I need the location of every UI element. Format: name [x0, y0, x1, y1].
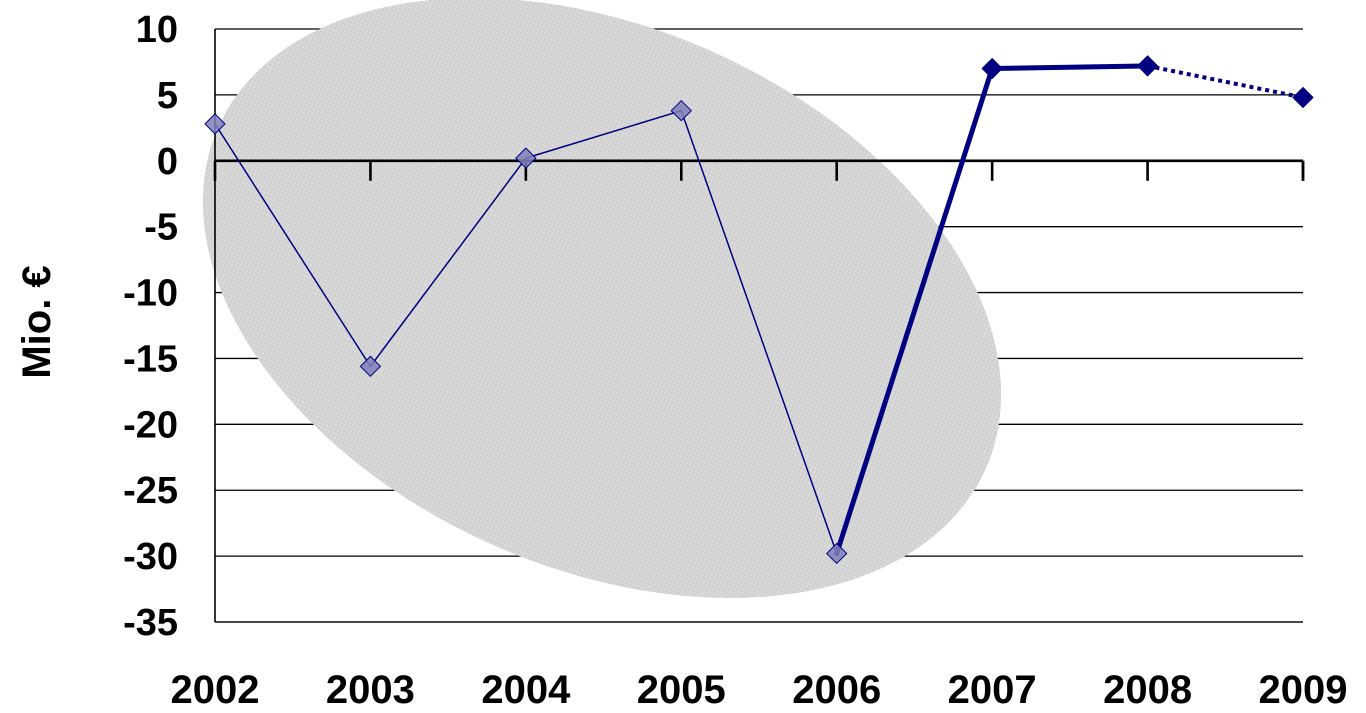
- y-tick-label: 5: [157, 75, 178, 117]
- series-segment: [989, 63, 1151, 72]
- x-tick-labels: 2002 2003 2004 2005 2006 2007 2008 2009: [171, 668, 1348, 712]
- y-tick-label: -25: [123, 470, 178, 512]
- data-point: [826, 542, 848, 565]
- highlight-ellipse: [202, 0, 1002, 599]
- series-segment: [680, 109, 838, 555]
- y-tick-label: -5: [144, 207, 178, 249]
- x-tick-label: 2008: [1103, 668, 1192, 712]
- series-segment: [214, 123, 372, 368]
- y-tick-label: 0: [157, 141, 178, 183]
- y-axis-title: Mio. €: [15, 265, 59, 378]
- axes: [213, 29, 1305, 623]
- y-tick-label: -10: [123, 273, 178, 315]
- data-point: [1292, 86, 1314, 109]
- series-segment: [834, 66, 995, 556]
- data-point: [515, 147, 537, 169]
- y-tick-label: -15: [123, 338, 178, 380]
- data-point: [204, 113, 226, 135]
- data-point: [670, 99, 692, 122]
- x-tick-label: 2004: [481, 668, 571, 712]
- x-tick-label: 2002: [171, 668, 260, 712]
- data-point: [1136, 55, 1159, 77]
- y-tick-label: -30: [123, 536, 178, 578]
- highlight-region: [202, 0, 1002, 599]
- x-tick-label: 2005: [637, 668, 726, 712]
- x-tick-label: 2007: [948, 668, 1037, 712]
- y-tick-label: -20: [123, 404, 178, 446]
- x-tick-label: 2009: [1259, 668, 1348, 712]
- series-segment: [525, 109, 683, 159]
- series-segment: [1147, 63, 1304, 100]
- data-markers: [204, 55, 1314, 565]
- y-tick-label: 10: [136, 9, 178, 51]
- series-segment: [369, 157, 527, 368]
- x-tick-label: 2003: [326, 668, 415, 712]
- data-point: [981, 57, 1003, 80]
- data-point: [359, 355, 382, 378]
- y-tick-labels: 10 5 0 -5 -10 -15 -20 -25 -30 -35: [123, 9, 178, 644]
- x-tick-label: 2006: [792, 668, 881, 712]
- series-line: [214, 63, 1304, 556]
- y-tick-label: -35: [123, 602, 178, 644]
